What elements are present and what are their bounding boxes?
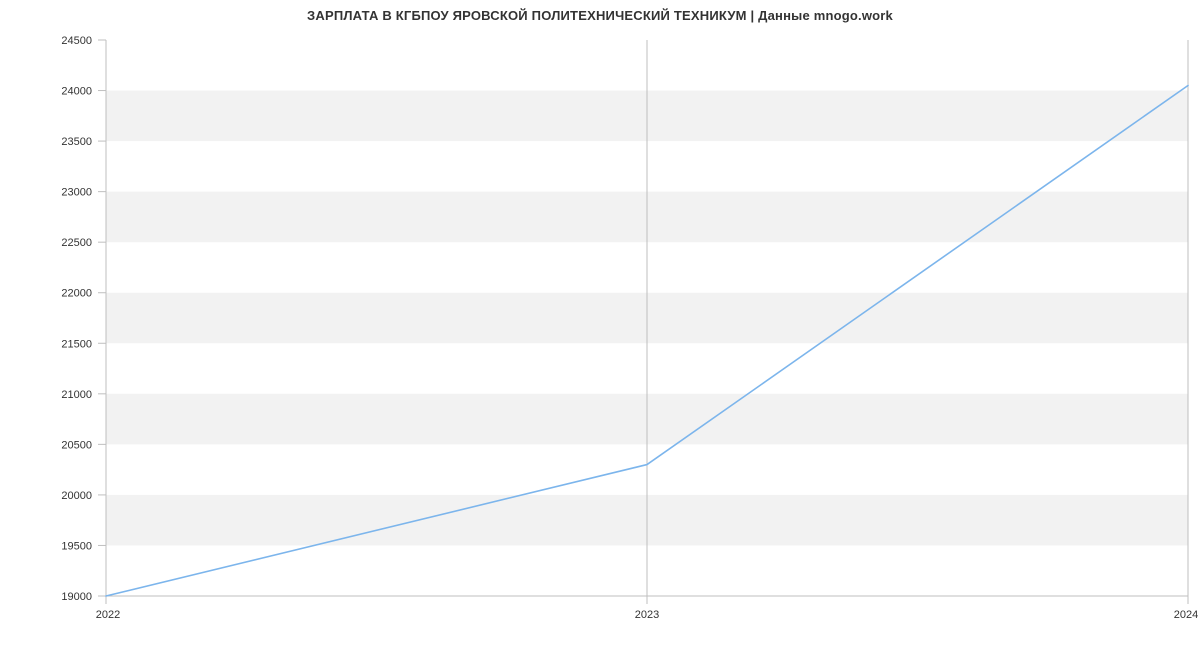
x-tick-label: 2024 [1174,609,1198,621]
y-tick-label: 20000 [61,490,92,502]
y-tick-label: 22500 [61,237,92,249]
y-tick-label: 21000 [61,389,92,401]
y-tick-label: 22000 [61,288,92,300]
x-tick-label: 2023 [635,609,659,621]
chart-title: ЗАРПЛАТА В КГБПОУ ЯРОВСКОЙ ПОЛИТЕХНИЧЕСК… [0,8,1200,23]
chart-plot-area: 19000 19500 20000 20500 21000 21500 22000 22500… [0,0,1200,650]
y-tick-label: 24000 [61,86,92,98]
y-tick-label: 24500 [61,35,92,47]
y-tick-label: 23000 [61,187,92,199]
y-tick-label: 19000 [61,591,92,603]
salary-line-chart: ЗАРПЛАТА В КГБПОУ ЯРОВСКОЙ ПОЛИТЕХНИЧЕСК… [0,0,1200,650]
x-tick-label: 2022 [96,609,120,621]
y-tick-label: 21500 [61,338,92,350]
y-tick-label: 20500 [61,439,92,451]
y-tick-label: 23500 [61,136,92,148]
y-tick-label: 19500 [61,540,92,552]
